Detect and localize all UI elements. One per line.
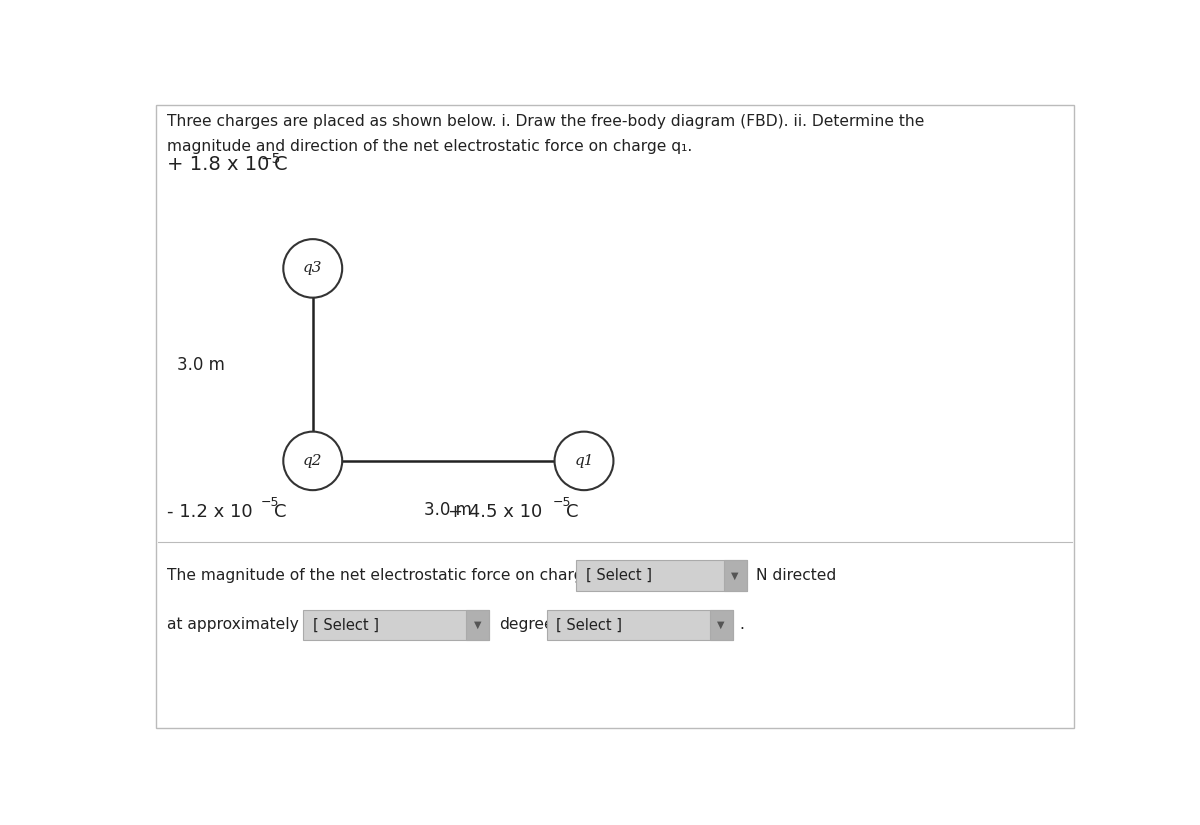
Text: ▼: ▼ [474,620,481,630]
Text: [ Select ]: [ Select ] [586,568,652,583]
Text: + 4.5 x 10: + 4.5 x 10 [449,503,542,521]
Text: 3.0 m: 3.0 m [425,501,473,519]
Text: C: C [274,503,287,521]
Circle shape [554,431,613,490]
FancyBboxPatch shape [156,105,1074,728]
Text: q2: q2 [302,454,323,468]
Text: [ Select ]: [ Select ] [556,617,622,633]
Text: C: C [566,503,578,521]
Text: [ Select ]: [ Select ] [313,617,379,633]
Text: −5: −5 [260,496,280,508]
Text: q3: q3 [302,262,323,276]
Text: −5: −5 [553,496,571,508]
Text: .: . [739,617,744,633]
Text: N directed: N directed [756,568,836,583]
Circle shape [283,239,342,298]
Text: + 1.8 x 10: + 1.8 x 10 [167,155,270,174]
FancyBboxPatch shape [724,560,746,591]
Text: The magnitude of the net electrostatic force on charge q₁ is: The magnitude of the net electrostatic f… [167,568,631,583]
Text: - 1.2 x 10: - 1.2 x 10 [167,503,253,521]
FancyBboxPatch shape [466,610,490,640]
Text: −5: −5 [260,152,281,166]
Text: magnitude and direction of the net electrostatic force on charge q₁.: magnitude and direction of the net elect… [167,139,692,154]
Text: at approximately: at approximately [167,617,299,633]
FancyBboxPatch shape [304,610,490,640]
Text: 3.0 m: 3.0 m [178,356,226,374]
FancyBboxPatch shape [547,610,733,640]
Circle shape [283,431,342,490]
Text: ▼: ▼ [731,571,739,581]
Text: Three charges are placed as shown below. i. Draw the free-body diagram (FBD). ii: Three charges are placed as shown below.… [167,115,924,130]
FancyBboxPatch shape [576,560,746,591]
Text: ▼: ▼ [718,620,725,630]
Text: q1: q1 [575,454,594,468]
Text: C: C [274,155,288,174]
Text: degrees: degrees [499,617,562,633]
FancyBboxPatch shape [709,610,733,640]
